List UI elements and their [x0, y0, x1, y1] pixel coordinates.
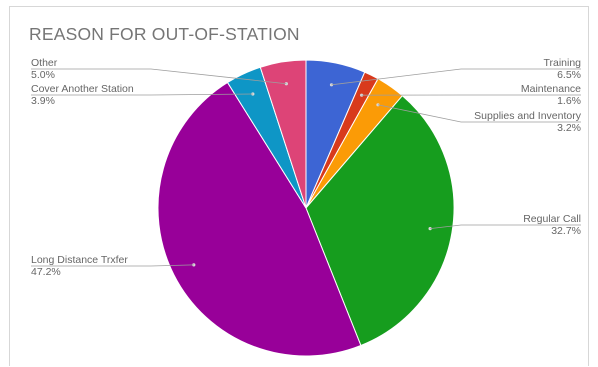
pie-slice-other[interactable] — [259, 59, 307, 209]
leader-lines — [31, 68, 581, 267]
leader-line-training — [331, 68, 581, 86]
slice-value-maintenance: 1.6% — [557, 95, 581, 107]
slice-value-regular-call: 32.7% — [551, 225, 581, 237]
leader-line-regular-call — [430, 224, 581, 230]
leader-line-long-distance-trxfer — [31, 264, 194, 267]
slice-value-cover-another-station: 3.9% — [31, 95, 55, 107]
slice-label-long-distance-trxfer: Long Distance Trxfer — [31, 254, 128, 266]
leader-line-supplies-and-inventory — [377, 104, 581, 123]
leader-line-other — [31, 68, 287, 85]
slice-label-other: Other — [31, 57, 58, 69]
slice-value-long-distance-trxfer: 47.2% — [31, 266, 61, 278]
chart-title: REASON FOR OUT-OF-STATION — [29, 24, 300, 44]
slice-value-training: 6.5% — [557, 69, 581, 81]
slice-value-other: 5.0% — [31, 69, 55, 81]
pie-slices — [157, 59, 455, 357]
slice-label-cover-another-station: Cover Another Station — [31, 83, 134, 95]
slice-label-maintenance: Maintenance — [521, 83, 581, 95]
slice-label-training: Training — [543, 57, 581, 69]
slice-value-supplies-and-inventory: 3.2% — [557, 122, 581, 134]
pie-slice-regular-call[interactable] — [305, 94, 455, 347]
slice-label-supplies-and-inventory: Supplies and Inventory — [474, 110, 582, 122]
pie-slice-long-distance-trxfer[interactable] — [157, 81, 362, 357]
leader-line-cover-another-station — [31, 93, 253, 96]
slice-label-regular-call: Regular Call — [523, 213, 581, 225]
